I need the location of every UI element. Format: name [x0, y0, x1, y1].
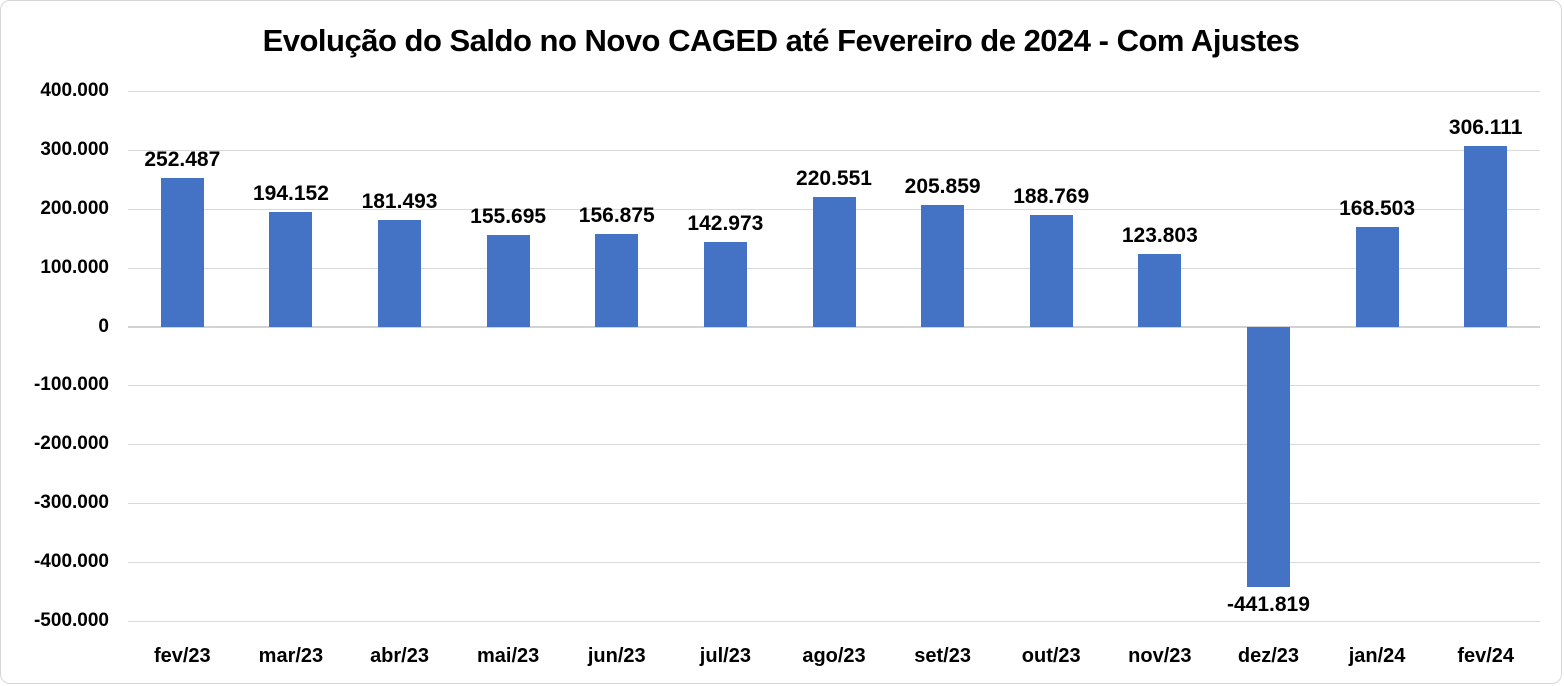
gridline [128, 325, 1540, 328]
gridline [128, 562, 1540, 564]
x-axis-label-jun-23: jun/23 [587, 645, 646, 667]
bar-set-23 [921, 205, 965, 327]
x-axis-label-out-23: out/23 [1021, 645, 1081, 667]
x-axis-label-fev-24: fev/24 [1457, 645, 1515, 667]
gridline [128, 91, 1540, 92]
x-axis-label-mai-23: mai/23 [477, 645, 540, 667]
bar-value-label-abr-23: 181.493 [361, 189, 438, 213]
y-axis-tick-label: -200.000 [33, 433, 109, 455]
gridline [128, 385, 1540, 387]
bar-value-label-set-23: 205.859 [904, 175, 981, 199]
bar-value-label-fev-24: 306.111 [1448, 116, 1523, 140]
x-axis-label-abr-23: abr/23 [370, 645, 429, 667]
bar-jul-23 [703, 242, 747, 327]
y-axis-tick-label: 200.000 [40, 197, 109, 219]
bar-value-label-mar-23: 194.152 [252, 182, 329, 206]
bar-fev-23 [160, 177, 204, 327]
bar-fev-24 [1464, 146, 1508, 327]
bar-jan-24 [1355, 227, 1399, 327]
bar-mar-23 [269, 212, 313, 327]
bar-dez-23 [1246, 326, 1290, 587]
bar-value-label-ago-23: 220.551 [796, 166, 872, 190]
x-axis-label-fev-23: fev/23 [153, 645, 211, 667]
x-axis-label-jul-23: jul/23 [699, 645, 751, 667]
bar-jun-23 [595, 234, 639, 327]
x-axis-label-jan-24: jan/24 [1348, 645, 1406, 667]
bar-value-label-jan-24: 168.503 [1339, 197, 1416, 221]
bar-value-label-jul-23: 142.973 [687, 212, 764, 236]
gridline [128, 149, 1540, 151]
bar-ago-23 [812, 196, 856, 327]
bar-mai-23 [486, 234, 530, 327]
bar-value-label-fev-23: 252.487 [144, 147, 221, 171]
y-axis-tick-label: 300.000 [40, 138, 109, 160]
y-axis-tick-label: -300.000 [33, 492, 109, 514]
bar-nov-23 [1138, 253, 1182, 327]
x-axis-label-set-23: set/23 [914, 645, 971, 667]
bar-abr-23 [378, 219, 422, 327]
x-axis-label-ago-23: ago/23 [802, 645, 866, 667]
gridline [128, 503, 1540, 505]
y-axis-tick-label: 0 [98, 315, 109, 337]
gridline [128, 621, 1540, 622]
x-axis-label-nov-23: nov/23 [1128, 645, 1192, 667]
y-axis-tick-label: 400.000 [40, 80, 109, 101]
bar-value-label-dez-23: -441.819 [1227, 592, 1310, 616]
x-axis-label-mar-23: mar/23 [258, 645, 324, 667]
chart-title: Evolução do Saldo no Novo CAGED até Feve… [262, 23, 1300, 58]
y-axis-tick-label: 100.000 [40, 256, 109, 278]
gridline [128, 444, 1540, 446]
bar-value-label-mai-23: 155.695 [470, 204, 547, 228]
bar-value-label-jun-23: 156.875 [578, 204, 655, 228]
bar-value-label-out-23: 188.769 [1013, 185, 1090, 209]
y-axis-tick-label: -500.000 [33, 610, 109, 631]
y-axis-tick-label: -100.000 [33, 374, 109, 396]
y-axis-tick-label: -400.000 [33, 551, 109, 573]
bar-out-23 [1029, 215, 1073, 327]
x-axis-label-dez-23: dez/23 [1237, 645, 1300, 667]
bar-value-label-nov-23: 123.803 [1121, 223, 1198, 247]
